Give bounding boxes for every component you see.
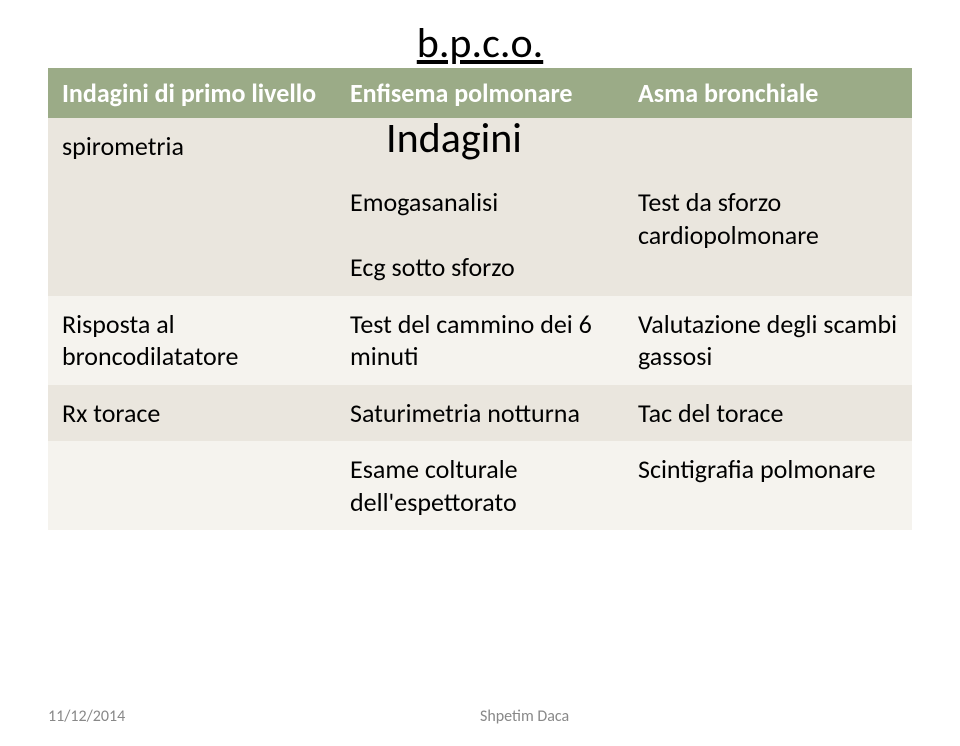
- cell-text: Valutazione degli scambi: [638, 308, 897, 340]
- cell-text: dell'espettorato: [350, 486, 517, 518]
- col-header-0: Indagini di primo livello: [48, 68, 336, 118]
- cell: Valutazione degli scambi gassosi: [624, 296, 912, 385]
- cell-text: cardiopolmonare: [638, 219, 819, 251]
- page-title: b.p.c.o.: [48, 18, 912, 69]
- cell-text: gassosi: [638, 340, 712, 372]
- cell: spirometria: [48, 118, 336, 296]
- cell-text: Esame colturale: [350, 453, 518, 485]
- cell: Test da sforzo cardiopolmonare: [624, 118, 912, 296]
- cell: Esame colturale dell'espettorato: [336, 441, 624, 530]
- cell-text: broncodilatatore: [62, 340, 238, 372]
- cell-text: Test da sforzo: [638, 186, 781, 218]
- cell: Risposta al broncodilatatore: [48, 296, 336, 385]
- table-header-row: Indagini di primo livello Enfisema polmo…: [48, 68, 912, 118]
- table-row: Rx torace Saturimetria notturna Tac del …: [48, 385, 912, 442]
- cell: [48, 441, 336, 530]
- slide: b.p.c.o. Indagini di primo livello Enfis…: [0, 0, 960, 746]
- cell-text: minuti: [350, 340, 419, 372]
- footer: 11/12/2014 Shpetim Daca: [48, 707, 912, 726]
- col-header-2: Asma bronchiale: [624, 68, 912, 118]
- footer-author: Shpetim Daca: [480, 707, 569, 726]
- cell-text: Risposta al: [62, 308, 175, 340]
- cell: Test del cammino dei 6 minuti: [336, 296, 624, 385]
- cell: Tac del torace: [624, 385, 912, 442]
- cell-text: Ecg sotto sforzo: [350, 251, 515, 283]
- col-header-1: Enfisema polmonare: [336, 68, 624, 118]
- table-row: Risposta al broncodilatatore Test del ca…: [48, 296, 912, 385]
- cell: Rx torace: [48, 385, 336, 442]
- table-row: Esame colturale dell'espettorato Scintig…: [48, 441, 912, 530]
- cell: Saturimetria notturna: [336, 385, 624, 442]
- cell-text: Test del cammino dei 6: [350, 308, 592, 340]
- cell-text: Emogasanalisi: [350, 186, 498, 218]
- footer-date: 11/12/2014: [48, 707, 480, 726]
- subtitle: Indagini: [386, 113, 522, 164]
- cell-text: spirometria: [62, 130, 184, 162]
- cell: Scintigrafia polmonare: [624, 441, 912, 530]
